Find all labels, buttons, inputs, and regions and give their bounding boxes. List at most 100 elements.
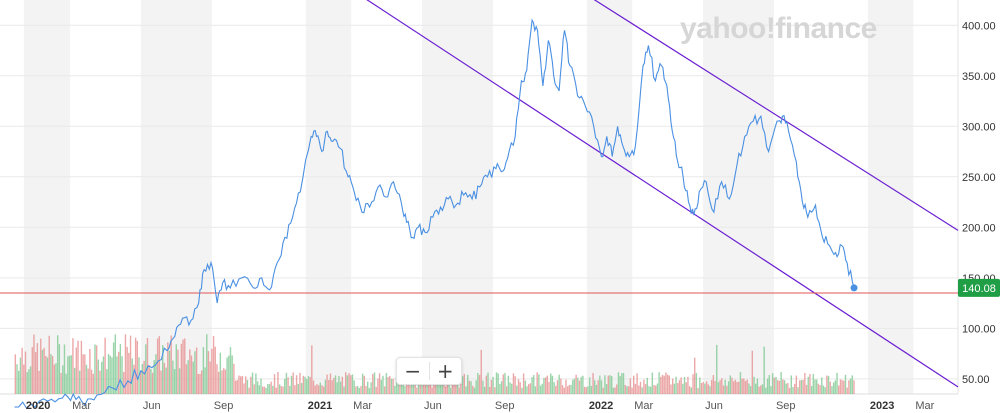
volume-bar	[773, 377, 776, 394]
x-tick-label: 2021	[308, 400, 332, 412]
volume-bar	[514, 376, 516, 394]
volume-bar	[753, 376, 755, 394]
volume-bar	[846, 387, 848, 394]
volume-bar	[677, 383, 679, 394]
volume-bar	[761, 384, 764, 394]
volume-bar	[368, 387, 371, 394]
y-tick-label: 50.00	[962, 374, 990, 386]
volume-bar	[566, 386, 569, 394]
volume-bar	[517, 379, 520, 394]
volume-bar	[546, 375, 549, 394]
volume-bar	[306, 379, 308, 394]
volume-bar	[763, 346, 765, 394]
volume-bar	[92, 373, 94, 394]
volume-bar	[255, 373, 257, 394]
volume-bar	[760, 385, 762, 394]
volume-bar	[287, 377, 289, 394]
volume-bar	[446, 382, 449, 394]
volume-bar	[233, 363, 235, 394]
zoom-in-button[interactable]: +	[430, 358, 462, 384]
volume-bar	[128, 352, 130, 394]
x-tick-label: Sep	[776, 400, 796, 412]
volume-bar	[649, 386, 652, 394]
volume-bar	[851, 375, 853, 394]
x-axis: 2020 Mar Jun Sep 2021 Mar Jun Sep 2022 Mar Jun Sep 2…	[26, 400, 935, 412]
volume-bar	[324, 379, 327, 394]
volume-bar	[363, 375, 366, 394]
volume-bar	[63, 344, 66, 394]
volume-bar	[468, 380, 471, 394]
volume-bar	[670, 384, 672, 394]
volume-bar	[732, 381, 735, 394]
volume-bar	[395, 376, 398, 394]
volume-bar	[94, 344, 96, 394]
volume-bar	[14, 354, 17, 394]
volume-bar	[219, 352, 222, 394]
volume-bar	[407, 378, 410, 394]
volume-bar	[749, 386, 752, 394]
x-tick-label: 2022	[589, 400, 613, 412]
volume-bar	[694, 357, 696, 394]
volume-bar	[558, 374, 560, 394]
volume-bar	[616, 384, 618, 394]
channel-line	[593, 0, 959, 231]
volume-bar	[560, 378, 562, 394]
volume-bar	[544, 377, 547, 394]
volume-bar	[267, 384, 269, 394]
volume-bar	[178, 368, 181, 394]
volume-bar	[443, 382, 445, 394]
volume-bar	[409, 385, 411, 394]
volume-bar	[463, 373, 465, 394]
volume-bar	[770, 386, 772, 394]
volume-bar	[289, 385, 291, 394]
volume-bar	[72, 338, 74, 394]
volume-bar	[307, 375, 310, 394]
volume-bar	[695, 373, 698, 394]
volume-bar	[111, 357, 113, 394]
volume-bar	[809, 374, 811, 394]
volume-bar	[832, 382, 835, 394]
volume-bar	[351, 374, 354, 394]
volume-bar	[626, 386, 628, 394]
volume-bar	[38, 370, 40, 394]
volume-bar	[755, 383, 757, 394]
volume-bar	[609, 375, 611, 394]
volume-bar	[651, 372, 654, 394]
volume-bar	[821, 377, 823, 394]
volume-bar	[141, 363, 144, 394]
volume-bar	[588, 377, 591, 394]
volume-bar	[688, 386, 691, 394]
volume-bar	[263, 386, 266, 394]
volume-bar	[853, 380, 855, 394]
volume-bar	[516, 385, 518, 394]
volume-bar	[499, 383, 501, 394]
volume-bar	[292, 372, 294, 394]
volume-bar	[329, 373, 332, 394]
volume-bar	[343, 386, 345, 394]
volume-bar	[70, 355, 72, 394]
volume-bar	[771, 373, 774, 394]
volume-bar	[89, 349, 91, 394]
volume-bar	[367, 381, 369, 394]
zoom-out-button[interactable]: −	[397, 358, 429, 384]
volume-bar	[497, 373, 499, 394]
x-tick-label: 2020	[26, 400, 50, 412]
volume-bar	[595, 384, 598, 394]
volume-bar	[106, 369, 108, 394]
volume-bar	[370, 382, 372, 394]
volume-bar	[704, 383, 706, 394]
volume-bar	[716, 344, 718, 394]
volume-bar	[373, 372, 376, 394]
volume-bar	[216, 364, 218, 394]
volume-bar	[643, 379, 645, 394]
volume-bar	[787, 383, 789, 394]
volume-bar	[117, 351, 120, 394]
volume-bar	[278, 384, 281, 394]
volume-bar	[31, 347, 33, 394]
volume-bar	[217, 371, 220, 394]
volume-bar	[211, 348, 213, 394]
volume-bar	[805, 384, 808, 394]
volume-bar	[768, 375, 770, 394]
volume-bar	[524, 380, 526, 394]
volume-bar	[311, 345, 313, 394]
